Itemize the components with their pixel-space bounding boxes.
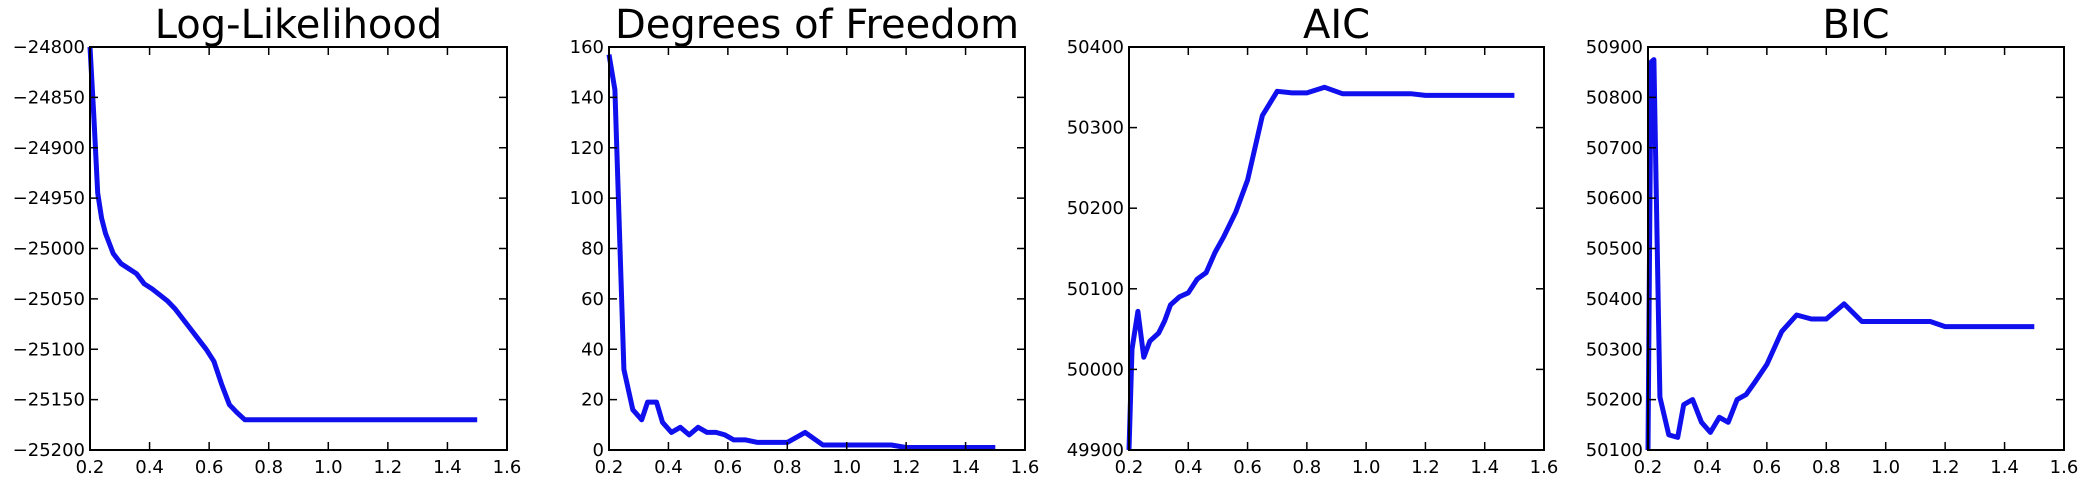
x-tick-label: 0.4: [1174, 457, 1203, 478]
y-tick-label: −25200: [13, 440, 85, 461]
x-tick-label: 0.8: [773, 457, 802, 478]
x-tick-label: 0.4: [654, 457, 683, 478]
y-tick-label: 60: [581, 289, 604, 310]
plot-frame: [608, 46, 1026, 451]
x-tick-label: 1.2: [1931, 457, 1960, 478]
x-tick-label: 0.2: [76, 457, 105, 478]
x-tick-label: 0.2: [1115, 457, 1144, 478]
x-tick-label: 0.8: [1812, 457, 1841, 478]
x-tick-label: 1.0: [1352, 457, 1381, 478]
y-tick-label: 50600: [1586, 188, 1643, 209]
series-line: [87, 46, 478, 423]
x-tick-label: 0.6: [195, 457, 224, 478]
x-tick-label: 0.6: [1753, 457, 1782, 478]
x-tick-label: 1.6: [1011, 457, 1040, 478]
panel-aic: AIC 0.2 0.4 0.6 0.8 1.0 1.2 1.4 1.6 49900 50000 501…: [1067, 2, 1559, 478]
chart-title: BIC: [1822, 2, 1889, 48]
y-tick-label: 40: [581, 339, 604, 360]
x-tick-label: 1.2: [374, 457, 403, 478]
y-tick-label: 50400: [1067, 37, 1124, 58]
x-tick-label: 1.6: [2050, 457, 2079, 478]
x-tick-label: 0.4: [1693, 457, 1722, 478]
y-tick-label: 49900: [1067, 440, 1124, 461]
y-tick-label: 160: [570, 37, 604, 58]
y-tick-label: −25150: [13, 390, 85, 411]
x-tick-label: 0.2: [595, 457, 624, 478]
x-tick-label: 1.4: [1470, 457, 1499, 478]
y-tick-label: 0: [593, 440, 604, 461]
panel-bic: BIC 0.2 0.4 0.6 0.8 1.0 1.2 1.4 1.6 50100 50200 503…: [1586, 2, 2079, 478]
y-tick-label: 50800: [1586, 87, 1643, 108]
y-tick-label: 140: [570, 87, 604, 108]
x-tick-label: 0.6: [1233, 457, 1262, 478]
x-tick-label: 1.4: [951, 457, 980, 478]
chart-title: Log-Likelihood: [155, 2, 443, 48]
y-tick-label: 50900: [1586, 37, 1643, 58]
y-tick-label: 50500: [1586, 239, 1643, 260]
y-tick-label: 50200: [1067, 198, 1124, 219]
plot-frame: [1128, 46, 1545, 451]
x-tick-label: 1.2: [1411, 457, 1440, 478]
x-tick-label: 1.2: [892, 457, 921, 478]
x-tick-label: 1.6: [1530, 457, 1559, 478]
series-line: [606, 54, 996, 450]
y-tick-label: 50300: [1586, 339, 1643, 360]
y-tick-label: −25050: [13, 289, 85, 310]
chart-title: Degrees of Freedom: [615, 2, 1019, 48]
y-tick-label: −24900: [13, 138, 85, 159]
x-tick-label: 1.0: [1871, 457, 1900, 478]
y-tick-label: −24800: [13, 37, 85, 58]
y-tick-label: 50100: [1067, 279, 1124, 300]
y-tick-label: −24850: [13, 87, 85, 108]
y-tick-label: 50000: [1067, 359, 1124, 380]
x-tick-label: 0.6: [714, 457, 743, 478]
y-tick-label: −25100: [13, 339, 85, 360]
x-tick-label: 1.0: [832, 457, 861, 478]
x-tick-label: 1.6: [493, 457, 522, 478]
y-tick-label: 120: [570, 138, 604, 159]
x-tick-label: 1.4: [1990, 457, 2019, 478]
x-tick-label: 0.2: [1634, 457, 1663, 478]
series-line: [1645, 57, 2035, 451]
x-tick-label: 1.4: [433, 457, 462, 478]
y-tick-label: 100: [570, 188, 604, 209]
y-tick-label: 50300: [1067, 118, 1124, 139]
plot-frame: [89, 46, 508, 451]
panel-log-likelihood: Log-Likelihood 0.2 0.4 0.6 0.8 1.0 1.2 1.4 1.6 −2…: [13, 2, 522, 478]
panel-degrees-of-freedom: Degrees of Freedom 0.2 0.4 0.6 0.8 1.0 1.2 1.4 1…: [570, 2, 1040, 478]
y-tick-label: 50200: [1586, 390, 1643, 411]
y-tick-label: 50400: [1586, 289, 1643, 310]
x-tick-label: 0.8: [1293, 457, 1322, 478]
x-tick-label: 1.0: [314, 457, 343, 478]
plot-frame: [1647, 46, 2065, 451]
y-tick-label: 50100: [1586, 440, 1643, 461]
x-tick-label: 0.8: [254, 457, 283, 478]
y-tick-label: −24950: [13, 188, 85, 209]
series-line: [1126, 84, 1515, 451]
y-tick-label: −25000: [13, 239, 85, 260]
y-tick-label: 80: [581, 239, 604, 260]
x-tick-label: 0.4: [135, 457, 164, 478]
chart-title: AIC: [1303, 2, 1370, 48]
y-tick-label: 20: [581, 390, 604, 411]
y-tick-label: 50700: [1586, 138, 1643, 159]
